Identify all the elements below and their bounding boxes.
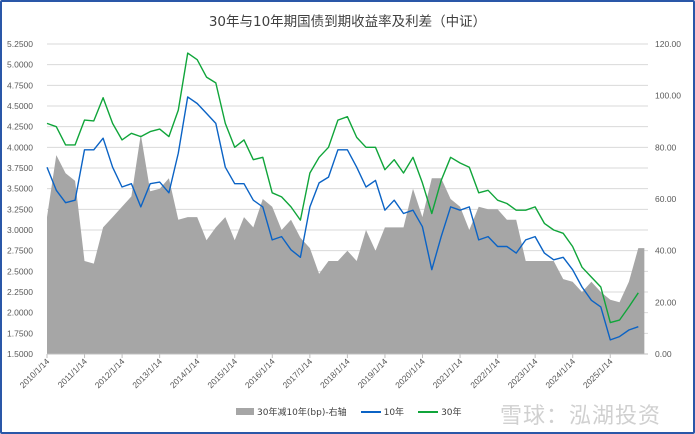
legend-label-30y: 30年 — [441, 408, 462, 418]
x-tick-label: 2013/1/14 — [130, 356, 164, 390]
y-right-tick-label: 40.00 — [655, 246, 677, 256]
y-left-tick-label: 2.2500 — [7, 287, 33, 297]
x-tick-label: 2014/1/14 — [168, 356, 202, 390]
x-tick-label: 2016/1/14 — [243, 356, 277, 390]
legend-swatch-10y — [360, 410, 381, 413]
x-tick-label: 2012/1/14 — [93, 356, 127, 390]
legend-item-spread: 30年减10年(bp)-右轴 — [236, 405, 347, 418]
y-left-tick-label: 2.0000 — [7, 308, 33, 318]
series-line-30y — [46, 52, 639, 324]
y-left-tick-label: 3.0000 — [7, 225, 33, 235]
legend-swatch-spread — [236, 408, 254, 415]
x-tick-label: 2015/1/14 — [205, 356, 239, 390]
x-tick-label: 2024/1/14 — [543, 356, 577, 390]
x-tick-label: 2023/1/14 — [506, 356, 540, 390]
legend-item-30y: 30年 — [418, 405, 462, 418]
y-left-tick-label: 1.5000 — [7, 349, 33, 359]
y-left-tick-label: 2.7500 — [7, 246, 33, 256]
y-left-tick-label: 1.7500 — [7, 328, 33, 338]
y-left-tick-label: 5.0000 — [7, 60, 33, 70]
x-tick-label: 2022/1/14 — [468, 356, 502, 390]
x-tick-label: 2011/1/14 — [56, 356, 90, 390]
y-right-tick-label: 100.00 — [655, 91, 681, 101]
legend-label-spread: 30年减10年(bp)-右轴 — [257, 408, 347, 418]
y-right-tick-label: 0.00 — [655, 349, 672, 359]
y-left-tick-label: 4.0000 — [7, 142, 33, 152]
series-line-10y — [46, 96, 639, 341]
spread-area — [47, 134, 645, 354]
x-tick-label: 2025/1/14 — [581, 356, 615, 390]
legend-swatch-30y — [418, 410, 439, 413]
y-left-tick-label: 3.7500 — [7, 163, 33, 173]
chart-title: 30年与10年期国债到期收益率及利差（中证） — [208, 14, 487, 30]
x-tick-label: 2020/1/14 — [393, 356, 427, 390]
y-right-tick-label: 20.00 — [655, 297, 677, 307]
legend-label-10y: 10年 — [383, 408, 405, 418]
y-left-tick-label: 4.5000 — [7, 101, 33, 111]
y-left-tick-label: 3.2500 — [7, 204, 33, 214]
legend: 30年减10年(bp)-右轴 10年 30年 — [236, 405, 476, 418]
watermark-logo: 雪球：泓湖投资 — [500, 404, 662, 429]
y-right-tick-label: 60.00 — [655, 194, 677, 204]
y-left-tick-label: 5.2500 — [7, 39, 33, 49]
x-tick-label: 2010/1/14 — [18, 356, 52, 390]
y-right-tick-label: 80.00 — [655, 142, 677, 152]
x-tick-label: 2019/1/14 — [356, 356, 390, 390]
y-left-tick-label: 2.5000 — [7, 266, 33, 276]
legend-item-10y: 10年 — [360, 405, 405, 418]
y-left-tick-label: 4.2500 — [7, 122, 33, 132]
x-tick-label: 2021/1/14 — [431, 356, 465, 390]
x-tick-label: 2018/1/14 — [318, 356, 352, 390]
y-right-tick-label: 120.00 — [655, 39, 681, 49]
y-left-tick-label: 3.5000 — [7, 184, 33, 194]
y-left-tick-label: 4.7500 — [7, 80, 33, 90]
x-tick-label: 2017/1/14 — [280, 356, 314, 390]
